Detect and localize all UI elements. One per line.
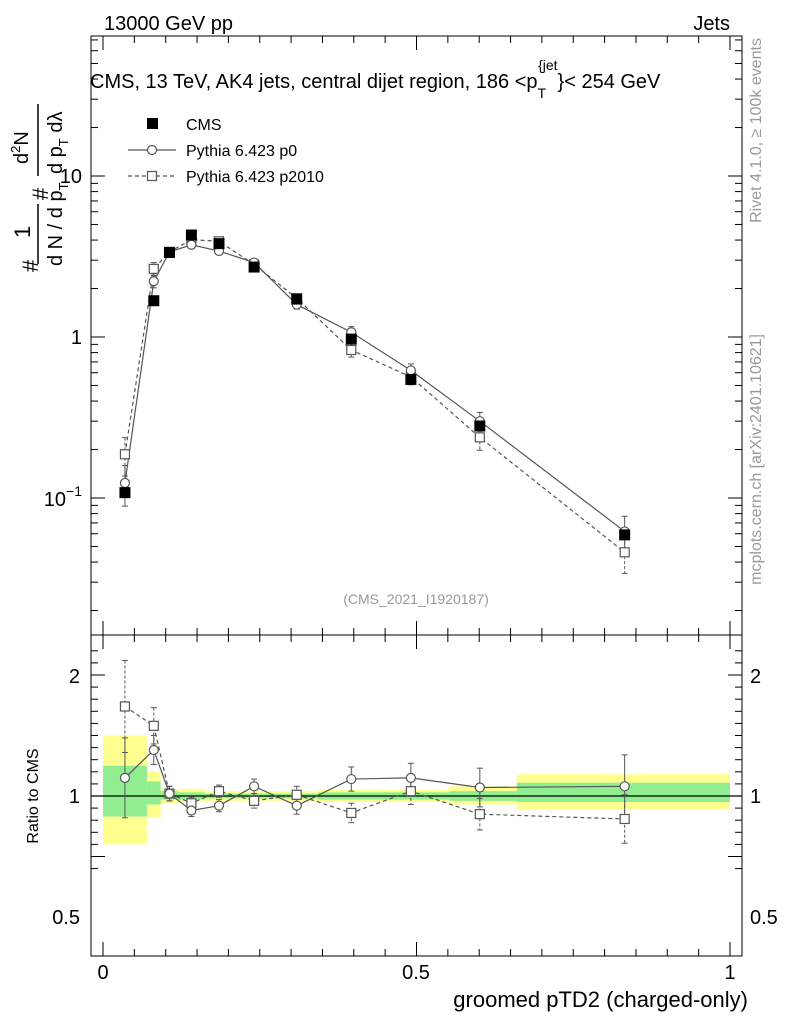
- header-right: Jets: [693, 13, 730, 35]
- rivet-version-label: Rivet 4.1.0, ≥ 100k events: [748, 38, 765, 223]
- analysis-watermark: (CMS_2021_I1920187): [343, 591, 489, 607]
- mcplots-label: mcplots.cern.ch [arXiv:2401.10621]: [748, 334, 765, 585]
- p2010-point: [474, 432, 485, 443]
- legend-marker-cms: [147, 118, 158, 129]
- ratio-p0-point: [213, 800, 225, 811]
- cms-point: [185, 229, 197, 241]
- p0-point: [119, 477, 131, 489]
- ratio-p0-point: [186, 805, 197, 816]
- cms-point: [619, 529, 631, 541]
- cms-point: [405, 373, 417, 385]
- ratio-p0-point: [148, 744, 159, 756]
- ratio-ytick-label-2-right: 2: [750, 666, 761, 688]
- ratio-p0-point: [249, 781, 260, 792]
- ratio-p2010-point: [405, 786, 416, 797]
- svg-text:#: #: [18, 259, 43, 272]
- ratio-ytick-label-1-right: 1: [750, 786, 761, 808]
- main-axis-ticks: [91, 36, 742, 635]
- ratio-p2010-point: [119, 701, 131, 712]
- ratio-band-green: [146, 781, 161, 805]
- header-left: 13000 GeV pp: [104, 13, 233, 35]
- ratio-p2010-point: [291, 789, 302, 800]
- p2010-point: [619, 547, 630, 558]
- ratio-p0-point: [405, 772, 416, 783]
- legend-marker-p2010: [146, 170, 158, 182]
- legend-label-cms: CMS: [186, 117, 222, 134]
- p2010-point: [346, 344, 357, 356]
- cms-point: [163, 246, 175, 258]
- ratio-p0-point: [164, 788, 175, 799]
- ratio-ytick-label-1: 1: [69, 786, 80, 808]
- svg-text:d N / d pT: d N / d pT: [45, 182, 71, 266]
- cms-point: [474, 420, 486, 432]
- cms-point: [119, 487, 131, 499]
- cms-point: [291, 293, 303, 305]
- legend-marker-p0: [146, 144, 158, 156]
- xtick-label-0: 0: [97, 962, 108, 984]
- cms-point: [345, 333, 357, 345]
- main-ylabel: # 1 d N / d pT # d2N d pT dλ: [8, 104, 71, 272]
- ratio-p2010-point: [346, 807, 357, 819]
- main-ytick-label-10: 10: [60, 166, 82, 188]
- p2010-point: [148, 263, 159, 274]
- ratio-p2010-point: [619, 813, 630, 825]
- ratio-axis-ticks: [91, 635, 742, 956]
- main-series-layer: [119, 229, 631, 574]
- ratio-p2010-point: [148, 720, 159, 731]
- ratio-p0-point: [619, 781, 630, 792]
- ratio-ytick-label-0.5-right: 0.5: [750, 907, 778, 929]
- p0-point: [148, 276, 159, 287]
- ratio-p0-point: [119, 772, 131, 783]
- ratio-ytick-label-0.5: 0.5: [52, 907, 80, 929]
- cms-point: [248, 261, 260, 273]
- p0-point: [186, 239, 197, 250]
- ratio-series-layer: [119, 659, 630, 844]
- legend-label-p2010: Pythia 6.423 p2010: [186, 169, 324, 186]
- ratio-p2010-point: [249, 795, 260, 806]
- cms-point: [213, 238, 225, 250]
- svg-text:#: #: [28, 187, 53, 200]
- ratio-ylabel: Ratio to CMS: [25, 748, 42, 843]
- ratio-p0-point: [474, 782, 485, 793]
- p2010-point: [119, 449, 131, 460]
- xtick-label-1: 1: [724, 962, 735, 984]
- cms-point: [148, 295, 160, 307]
- plot-title: CMS, 13 TeV, AK4 jets, central dijet reg…: [90, 57, 661, 101]
- ratio-p2010-point: [213, 786, 225, 797]
- p2010-line: [124, 239, 626, 553]
- ratio-p0-point: [291, 800, 302, 811]
- ratio-p0-point: [346, 773, 357, 785]
- ratio-p2010-point: [474, 809, 485, 820]
- legend-label-p0: Pythia 6.423 p0: [186, 143, 297, 160]
- svg-text:d pT dλ: d pT dλ: [45, 112, 71, 174]
- ratio-bands: [103, 735, 730, 845]
- svg-text:1: 1: [10, 226, 35, 238]
- svg-text:d2N: d2N: [8, 131, 33, 164]
- p0-line: [124, 244, 626, 532]
- xlabel: groomed pTD2 (charged-only): [453, 987, 748, 1012]
- p0-point: [405, 365, 416, 376]
- xtick-label-0.5: 0.5: [402, 962, 430, 984]
- ratio-ytick-label-2: 2: [69, 666, 80, 688]
- ratio-band-green: [516, 782, 730, 803]
- main-ytick-label-0.1: 10−1: [44, 483, 82, 511]
- main-ytick-label-1: 1: [71, 327, 82, 349]
- legend: CMS Pythia 6.423 p0 Pythia 6.423 p2010: [128, 117, 324, 186]
